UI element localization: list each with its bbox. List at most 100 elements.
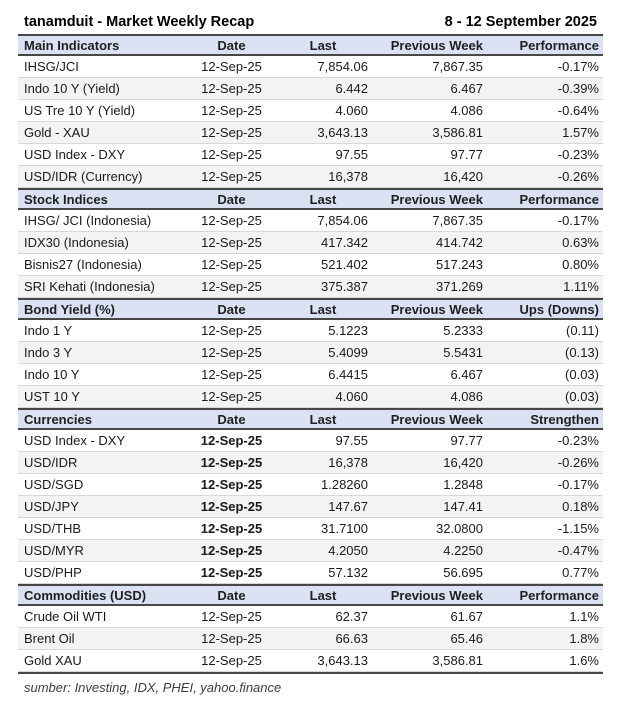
table-row: USD/IDR (Currency) 12-Sep-25 16,378 16,420 -… [18, 166, 603, 188]
table-row: USD/THB 12-Sep-25 31.7100 32.0800 -1.15% [18, 518, 603, 540]
previous-week-cell: 16,420 [443, 169, 483, 184]
last-cell: 5.4099 [328, 345, 368, 360]
table-row: USD/IDR 12-Sep-25 16,378 16,420 -0.26% [18, 452, 603, 474]
previous-week-cell: 4.086 [450, 103, 483, 118]
period-label: 8 - 12 September 2025 [444, 14, 597, 30]
performance-cell: 1.8% [569, 631, 599, 646]
previous-week-cell: 4.2250 [443, 543, 483, 558]
table-row: USD/SGD 12-Sep-25 1.28260 1.2848 -0.17% [18, 474, 603, 496]
row-label-cell: Indo 10 Y (Yield) [24, 81, 120, 96]
column-header-previous-week-cell: Previous Week [390, 411, 483, 427]
performance-cell: 0.18% [562, 499, 599, 514]
row-label-cell: Indo 10 Y [24, 367, 80, 382]
column-header-last-cell: Last [309, 37, 337, 53]
source-note: sumber: Investing, IDX, PHEI, yahoo.fina… [24, 680, 282, 695]
last-cell: 6.4415 [328, 367, 368, 382]
page-title: tanamduit - Market Weekly Recap [24, 14, 255, 30]
table-row: Indo 10 Y (Yield) 12-Sep-25 6.442 6.467 -0.3… [18, 78, 603, 100]
table-row: USD/PHP 12-Sep-25 57.132 56.695 0.77% [18, 562, 603, 584]
column-header-last-cell: Last [309, 301, 337, 317]
performance-cell: (0.11) [566, 323, 599, 338]
column-header-row-label-cell: Commodities (USD) [24, 587, 147, 603]
last-cell: 7,854.06 [317, 59, 368, 74]
row-label-cell: Gold XAU [24, 653, 82, 668]
performance-cell: (0.13) [565, 345, 599, 360]
row-label-cell: USD Index - DXY [24, 433, 126, 448]
last-cell: 4.060 [335, 389, 368, 404]
performance-cell: -0.23% [557, 433, 599, 448]
column-header-date-cell: Date [217, 587, 246, 603]
table-row: Crude Oil WTI 12-Sep-25 62.37 61.67 1.1% [18, 606, 603, 628]
column-header-performance-cell: Performance [519, 587, 599, 603]
row-label-cell: USD/MYR [24, 543, 84, 558]
column-header-date-cell: Date [217, 37, 246, 53]
table-row: USD Index - DXY 12-Sep-25 97.55 97.77 -0.23% [18, 430, 603, 452]
date-cell: 12-Sep-25 [200, 543, 263, 558]
performance-cell: 1.1% [569, 609, 599, 624]
table-row: USD/JPY 12-Sep-25 147.67 147.41 0.18% [18, 496, 603, 518]
row-label-cell: USD/JPY [24, 499, 79, 514]
table-row: IDX30 (Indonesia) 12-Sep-25 417.342 414.742… [18, 232, 603, 254]
column-header-previous-week-cell: Previous Week [390, 587, 483, 603]
row-label-cell: Indo 1 Y [24, 323, 73, 338]
market-weekly-recap-page: tanamduit - Market Weekly Recap 8 - 12 S… [18, 12, 603, 695]
last-cell: 417.342 [321, 235, 368, 250]
last-cell: 4.2050 [328, 543, 368, 558]
table-row: Bisnis27 (Indonesia) 12-Sep-25 521.402 517.… [18, 254, 603, 276]
table-row: US Tre 10 Y (Yield) 12-Sep-25 4.060 4.086 -0… [18, 100, 603, 122]
last-cell: 57.132 [328, 565, 368, 580]
date-cell: 12-Sep-25 [201, 103, 262, 118]
date-cell: 12-Sep-25 [201, 169, 262, 184]
last-cell: 31.7100 [321, 521, 368, 536]
previous-week-cell: 56.695 [443, 565, 483, 580]
row-label-cell: USD/PHP [24, 565, 82, 580]
performance-cell: -0.17% [557, 477, 599, 492]
previous-week-cell: 32.0800 [436, 521, 483, 536]
date-cell: 12-Sep-25 [201, 323, 262, 338]
date-cell: 12-Sep-25 [201, 147, 262, 162]
performance-cell: -0.17% [557, 59, 599, 74]
performance-cell: (0.03) [565, 389, 599, 404]
title-bar: tanamduit - Market Weekly Recap 8 - 12 S… [18, 12, 603, 34]
last-cell: 4.060 [335, 103, 368, 118]
date-cell: 12-Sep-25 [201, 279, 262, 294]
last-cell: 97.55 [335, 433, 368, 448]
last-cell: 16,378 [328, 169, 368, 184]
column-header-performance-cell: Ups (Downs) [519, 301, 599, 317]
column-header-performance-cell: Performance [519, 37, 599, 53]
row-label-cell: Crude Oil WTI [24, 609, 107, 624]
section-header-commodities-usd: Commodities (USD) Date Last Previous Week Pe… [18, 584, 603, 606]
date-cell: 12-Sep-25 [200, 433, 263, 448]
table-row: USD/MYR 12-Sep-25 4.2050 4.2250 -0.47% [18, 540, 603, 562]
last-cell: 147.67 [328, 499, 368, 514]
row-label-cell: USD/SGD [24, 477, 84, 492]
column-header-previous-week-cell: Previous Week [390, 191, 483, 207]
row-label-cell: USD/IDR (Currency) [24, 169, 143, 184]
row-label-cell: IHSG/ JCI (Indonesia) [24, 213, 152, 228]
previous-week-cell: 7,867.35 [432, 213, 483, 228]
previous-week-cell: 4.086 [450, 389, 483, 404]
date-cell: 12-Sep-25 [201, 59, 262, 74]
previous-week-cell: 5.5431 [443, 345, 483, 360]
performance-cell: 1.6% [569, 653, 599, 668]
date-cell: 12-Sep-25 [201, 345, 262, 360]
date-cell: 12-Sep-25 [201, 631, 262, 646]
table-row: Indo 3 Y 12-Sep-25 5.4099 5.5431 (0.13) [18, 342, 603, 364]
date-cell: 12-Sep-25 [201, 125, 262, 140]
column-header-date-cell: Date [217, 191, 246, 207]
column-header-last-cell: Last [309, 411, 337, 427]
performance-cell: 1.57% [562, 125, 599, 140]
row-label-cell: USD Index - DXY [24, 147, 126, 162]
table-row: Indo 10 Y 12-Sep-25 6.4415 6.467 (0.03) [18, 364, 603, 386]
previous-week-cell: 6.467 [450, 81, 483, 96]
previous-week-cell: 517.243 [436, 257, 483, 272]
date-cell: 12-Sep-25 [201, 653, 262, 668]
recap-table: Main Indicators Date Last Previous Week Perf… [18, 34, 603, 672]
column-header-previous-week-cell: Previous Week [390, 301, 483, 317]
last-cell: 16,378 [328, 455, 368, 470]
section-header-currencies: Currencies Date Last Previous Week Strengthe… [18, 408, 603, 430]
row-label-cell: Bisnis27 (Indonesia) [24, 257, 142, 272]
column-header-last-cell: Last [309, 587, 337, 603]
last-cell: 375.387 [321, 279, 368, 294]
date-cell: 12-Sep-25 [201, 367, 262, 382]
